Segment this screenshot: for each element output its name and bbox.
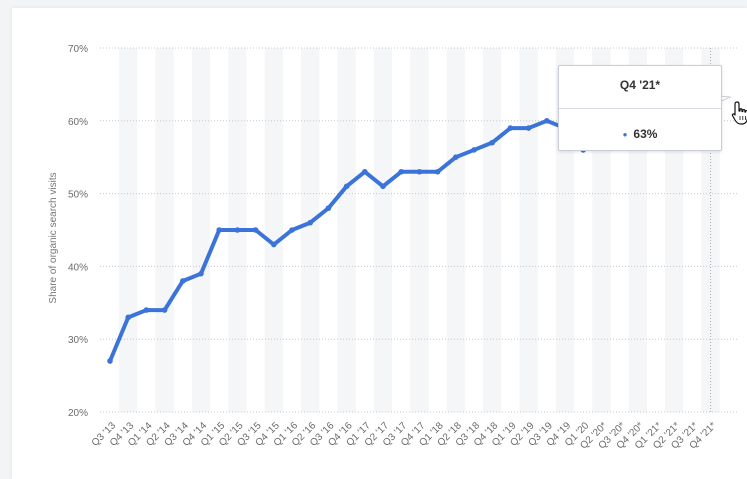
y-tick-label: 70% — [68, 44, 88, 55]
data-point — [252, 227, 259, 233]
chart-card: 20% 30% 40% 50% 60% 70% Q3 '13 Q4 '13 Q1 '14 Q2 … — [12, 8, 747, 479]
y-axis-label: Share of organic search visits — [48, 172, 59, 303]
data-point — [307, 219, 314, 226]
data-point — [434, 168, 441, 175]
data-point — [289, 227, 295, 233]
data-point — [362, 168, 368, 175]
data-point — [325, 205, 332, 211]
data-point — [416, 168, 423, 175]
data-point — [216, 227, 222, 233]
column-band — [446, 48, 465, 412]
data-point — [544, 118, 550, 124]
column-band — [155, 48, 174, 412]
column-band — [483, 48, 502, 412]
data-point — [453, 154, 459, 160]
data-point — [125, 314, 131, 321]
column-band — [337, 48, 356, 412]
data-point — [380, 183, 386, 190]
column-band — [119, 48, 138, 412]
data-point — [471, 147, 477, 153]
hand-pointer-icon — [731, 101, 747, 125]
y-tick-label: 30% — [68, 335, 88, 346]
data-point — [180, 278, 186, 284]
tooltip-value: 63% — [633, 127, 658, 141]
data-point — [107, 358, 113, 364]
data-point — [161, 307, 168, 313]
data-point — [271, 241, 277, 248]
y-tick-label: 60% — [68, 117, 88, 128]
data-tooltip: Q4 '21* ● 63% — [558, 65, 722, 151]
column-band — [373, 48, 393, 412]
column-band — [264, 48, 283, 412]
y-tick-label: 40% — [68, 262, 88, 273]
data-point — [489, 139, 496, 146]
series-dot-icon: ● — [622, 130, 628, 139]
y-tick-label: 20% — [68, 408, 88, 419]
data-point — [343, 183, 350, 190]
column-band — [301, 48, 320, 412]
data-point — [525, 125, 532, 131]
data-point — [507, 125, 514, 131]
data-point — [234, 227, 241, 233]
data-point — [398, 168, 405, 175]
column-band — [191, 48, 211, 412]
column-band — [410, 48, 429, 412]
tooltip-body: ● 63% — [559, 109, 721, 150]
data-point — [198, 270, 204, 277]
data-point — [143, 307, 150, 313]
y-axis-ticks: 20% 30% 40% 50% 60% 70% — [68, 44, 88, 419]
tooltip-title: Q4 '21* — [559, 66, 721, 109]
column-band — [519, 48, 538, 412]
y-tick-label: 50% — [68, 190, 88, 201]
